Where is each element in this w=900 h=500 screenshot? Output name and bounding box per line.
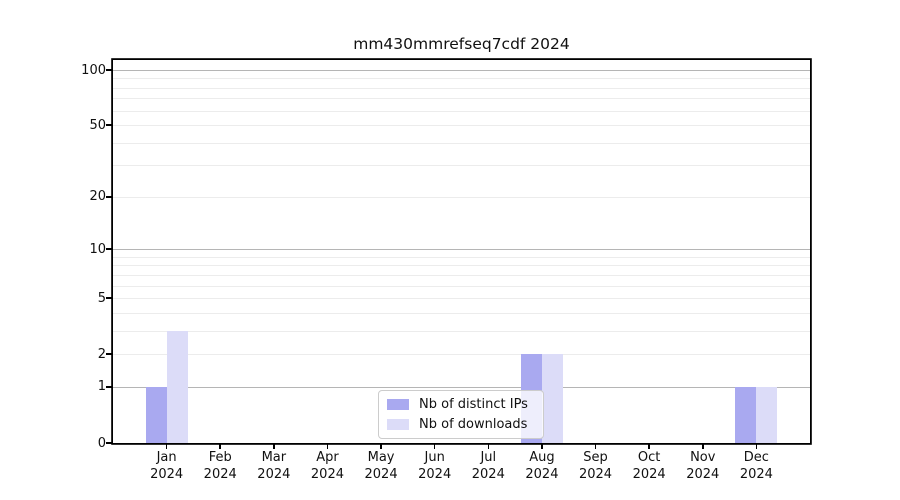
x-tick-label-oct: Oct 2024 [632,450,666,482]
minor-gridline-5 [113,298,810,300]
minor-gridline-7 [113,274,810,276]
minor-gridline-2 [113,354,810,356]
minor-gridline-8 [113,265,810,267]
x-tick-dec [755,443,758,449]
x-tick-aug [541,443,543,449]
legend-label-nb-of-downloads: Nb of downloads [419,417,528,432]
y-tick-100 [106,69,113,71]
minor-gridline-60 [113,110,810,112]
y-tick-label-2: 2 [97,346,106,362]
x-tick-label-aug: Aug 2024 [525,450,559,482]
minor-gridline-6 [113,285,810,287]
x-tick-may [380,443,382,449]
bar-nb-of-downloads-aug [541,354,563,443]
minor-gridline-90 [113,78,810,80]
major-gridline-10 [113,249,810,251]
x-tick-label-jul: Jul 2024 [471,450,505,482]
x-tick-oct [648,443,650,449]
y-tick-label-100: 100 [81,62,106,78]
minor-gridline-30 [113,165,810,167]
y-tick-label-0: 0 [97,435,106,451]
minor-gridline-3 [113,330,810,332]
legend-row-nb-of-distinct-ips: Nb of distinct IPs [387,397,535,412]
x-tick-jul [487,443,490,449]
y-tick-5 [106,297,113,299]
bar-nb-of-distinct-ips-jan [145,386,167,443]
minor-gridline-80 [113,87,810,89]
x-tick-label-feb: Feb 2024 [203,450,237,482]
y-tick-label-20: 20 [89,189,106,205]
legend: Nb of distinct IPs Nb of downloads [378,390,544,439]
y-tick-label-5: 5 [97,290,106,306]
x-tick-label-sep: Sep 2024 [578,450,613,482]
minor-gridline-4 [113,312,810,314]
x-tick-feb [219,443,222,449]
y-tick-2 [106,353,113,355]
bar-nb-of-downloads-dec [756,386,778,443]
major-gridline-1 [113,386,810,388]
x-tick-mar [273,443,275,449]
x-tick-label-dec: Dec 2024 [739,450,773,482]
legend-label-nb-of-distinct-ips: Nb of distinct IPs [419,397,528,412]
minor-gridline-40 [113,142,810,144]
y-tick-label-50: 50 [89,117,106,133]
y-tick-label-10: 10 [89,241,106,257]
chart-title: mm430mmrefseq7cdf 2024 [353,35,570,53]
y-tick-50 [106,124,113,127]
x-tick-jun [433,443,436,449]
x-tick-label-jan: Jan 2024 [150,450,184,482]
y-tick-10 [106,248,113,250]
bar-nb-of-distinct-ips-dec [735,386,757,443]
x-tick-apr [326,443,329,449]
x-tick-label-mar: Mar 2024 [257,450,291,482]
x-tick-label-apr: Apr 2024 [310,450,344,482]
minor-gridline-20 [113,196,810,198]
y-tick-1 [106,386,113,388]
legend-swatch-nb-of-downloads [387,419,409,430]
plot-area [113,60,810,443]
y-tick-0 [106,442,113,444]
legend-row-nb-of-downloads: Nb of downloads [387,417,535,432]
x-tick-sep [594,443,597,449]
y-tick-label-1: 1 [97,379,106,395]
minor-gridline-9 [113,256,810,258]
bar-nb-of-downloads-jan [166,330,188,443]
legend-swatch-nb-of-distinct-ips [387,399,409,410]
x-tick-label-may: May 2024 [364,450,398,482]
minor-gridline-70 [113,98,810,100]
x-tick-jan [165,443,168,449]
x-tick-nov [701,443,704,449]
major-gridline-100 [113,70,810,71]
y-tick-20 [106,196,113,198]
minor-gridline-50 [113,125,810,127]
x-tick-label-nov: Nov 2024 [686,450,720,482]
x-tick-label-jun: Jun 2024 [418,450,452,482]
